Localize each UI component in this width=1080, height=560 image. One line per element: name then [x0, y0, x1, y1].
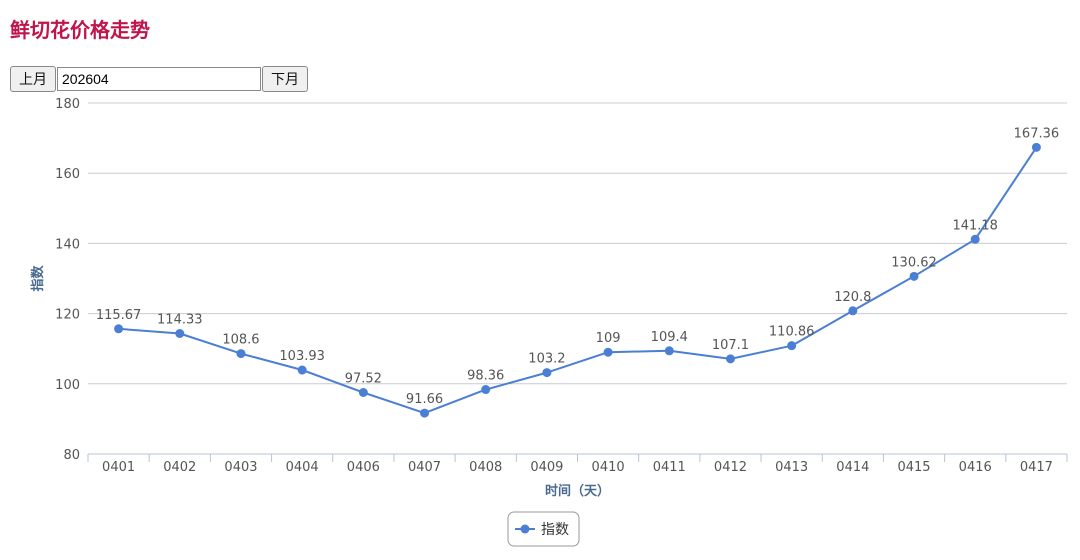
data-point — [603, 347, 613, 357]
data-point — [297, 365, 307, 375]
x-tick-label: 0403 — [224, 460, 257, 475]
data-label: 115.67 — [96, 308, 142, 323]
x-tick-label: 0413 — [775, 460, 808, 475]
x-tick-label: 0410 — [592, 460, 625, 475]
data-point — [725, 354, 735, 364]
data-point — [236, 349, 246, 359]
data-label: 120.8 — [834, 290, 871, 305]
y-tick-label: 80 — [63, 448, 80, 463]
data-label: 167.36 — [1014, 126, 1060, 141]
data-point — [175, 329, 185, 339]
x-axis-title: 时间（天） — [545, 483, 610, 499]
x-tick-label: 0404 — [286, 460, 319, 475]
data-point — [848, 306, 858, 316]
data-point — [542, 368, 552, 378]
data-label: 91.66 — [406, 392, 443, 407]
legend[interactable]: 指数 — [507, 511, 580, 547]
month-controls: 上月 下月 — [10, 66, 308, 92]
data-label: 103.2 — [528, 352, 565, 367]
series-line — [118, 146, 1038, 415]
data-point — [1031, 142, 1041, 152]
page-title: 鲜切花价格走势 — [10, 18, 150, 42]
data-label: 110.86 — [769, 325, 815, 340]
x-tick-label: 0415 — [897, 460, 930, 475]
data-label: 108.6 — [222, 333, 259, 348]
y-tick-label: 120 — [55, 308, 80, 323]
x-tick-label: 0401 — [102, 460, 135, 475]
data-point — [114, 324, 124, 334]
x-tick-label: 0416 — [959, 460, 992, 475]
data-label: 98.36 — [467, 369, 504, 384]
data-label: 103.93 — [279, 349, 325, 364]
data-label: 109.4 — [651, 330, 688, 345]
data-label: 97.52 — [345, 372, 382, 387]
x-tick-label: 0408 — [469, 460, 502, 475]
x-tick-label: 0406 — [347, 460, 380, 475]
x-tick-label: 0409 — [530, 460, 563, 475]
x-tick-label: 0412 — [714, 460, 747, 475]
x-tick-label: 0402 — [163, 460, 196, 475]
x-tick-label: 0417 — [1020, 460, 1053, 475]
data-label: 141.18 — [952, 218, 998, 233]
next-month-button[interactable]: 下月 — [262, 66, 308, 92]
data-label: 109 — [596, 331, 621, 346]
y-tick-label: 140 — [55, 237, 80, 252]
data-point — [358, 388, 368, 398]
x-tick-label: 0411 — [653, 460, 686, 475]
y-tick-label: 100 — [55, 378, 80, 393]
data-point — [664, 346, 674, 356]
legend-box — [507, 511, 580, 547]
data-point — [970, 234, 980, 244]
y-tick-label: 180 — [55, 97, 80, 112]
x-tick-label: 0414 — [836, 460, 869, 475]
y-tick-label: 160 — [55, 167, 80, 182]
legend-marker — [520, 524, 530, 534]
y-axis-title: 指数 — [30, 265, 46, 292]
data-label: 107.1 — [712, 338, 749, 353]
data-point — [909, 271, 919, 281]
data-point — [481, 385, 491, 395]
month-input[interactable] — [57, 67, 261, 91]
data-label: 130.62 — [891, 255, 937, 270]
data-label: 114.33 — [157, 313, 203, 328]
prev-month-button[interactable]: 上月 — [10, 66, 56, 92]
legend-label: 指数 — [541, 522, 569, 538]
x-tick-label: 0407 — [408, 460, 441, 475]
data-point — [420, 408, 430, 418]
data-point — [787, 341, 797, 351]
